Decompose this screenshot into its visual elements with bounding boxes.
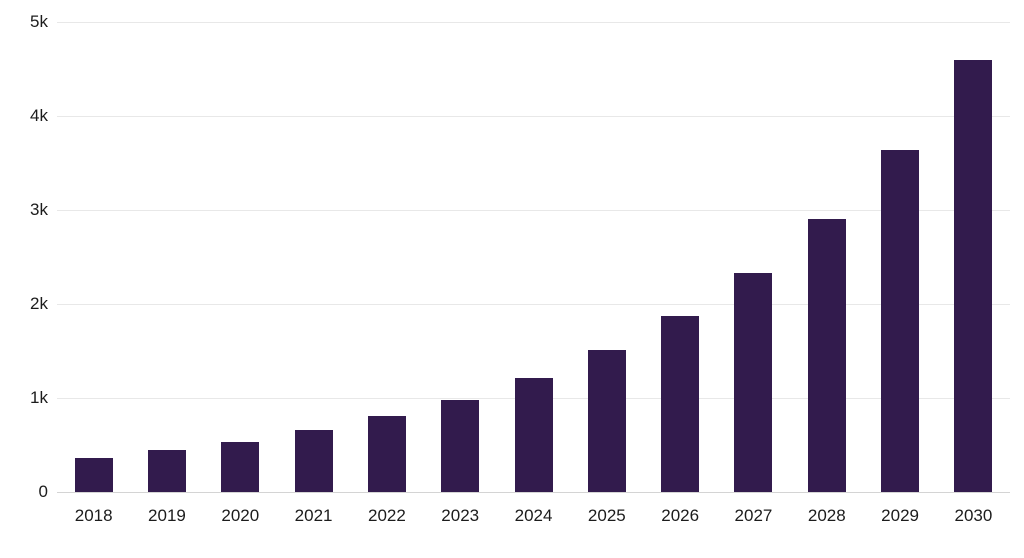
bar-slot-2022 — [350, 22, 423, 492]
bar-2018 — [74, 458, 113, 492]
x-tick-label-2027: 2027 — [734, 506, 773, 525]
bar-slot-2029 — [863, 22, 936, 492]
bar-slot-2024 — [497, 22, 570, 492]
bar-slot-2021 — [277, 22, 350, 492]
bar-2019 — [147, 449, 186, 492]
bar-2028 — [807, 219, 846, 492]
bar-2021 — [294, 429, 333, 492]
x-tick-label-2021: 2021 — [294, 506, 333, 525]
bar-2024 — [514, 378, 553, 492]
plot-area — [57, 22, 1010, 493]
bar-2026 — [661, 316, 700, 492]
bar-2029 — [881, 149, 920, 492]
y-tick-label-3k: 3k — [30, 200, 48, 219]
bar-2027 — [734, 272, 773, 492]
y-tick-label-4k: 4k — [30, 106, 48, 125]
x-tick-label-2028: 2028 — [807, 506, 846, 525]
bar-slot-2023 — [424, 22, 497, 492]
x-tick-label-2018: 2018 — [74, 506, 113, 525]
bar-2020 — [221, 442, 260, 492]
gridline-5k — [57, 22, 1010, 23]
gridline-0 — [57, 492, 1010, 493]
x-tick-label-2029: 2029 — [881, 506, 919, 525]
gridline-2k — [57, 304, 1010, 305]
bar-slot-2026 — [644, 22, 717, 492]
x-tick-label-2026: 2026 — [661, 506, 700, 525]
x-tick-label-2019: 2019 — [148, 506, 186, 525]
y-tick-label-0: 0 — [38, 482, 48, 501]
bar-slot-2030 — [937, 22, 1010, 492]
x-tick-label-2024: 2024 — [514, 506, 553, 525]
bar-2022 — [367, 415, 406, 492]
x-tick-label-2025: 2025 — [587, 506, 626, 525]
x-axis: 2018 2019 2020 2021 2022 2023 2024 2025 2026 2027… — [57, 506, 1010, 526]
x-tick-label-2020: 2020 — [221, 506, 260, 525]
gridline-3k — [57, 210, 1010, 211]
bar-slot-2019 — [130, 22, 203, 492]
x-tick-label-2023: 2023 — [441, 506, 480, 525]
bar-slot-2027 — [717, 22, 790, 492]
bar-slot-2018 — [57, 22, 130, 492]
y-tick-label-2k: 2k — [30, 294, 48, 313]
bar-slot-2028 — [790, 22, 863, 492]
y-tick-label-1k: 1k — [30, 388, 48, 407]
bars-container — [57, 22, 1010, 492]
gridline-4k — [57, 116, 1010, 117]
x-tick-label-2022: 2022 — [367, 506, 406, 525]
bar-2030 — [954, 59, 993, 492]
bar-slot-2025 — [570, 22, 643, 492]
bar-2023 — [441, 399, 480, 492]
y-tick-label-5k: 5k — [30, 12, 48, 31]
x-tick-label-2030: 2030 — [954, 506, 993, 525]
bar-slot-2020 — [204, 22, 277, 492]
y-axis: 0 1k 2k 3k 4k 5k — [0, 12, 48, 501]
bar-2025 — [587, 350, 626, 492]
